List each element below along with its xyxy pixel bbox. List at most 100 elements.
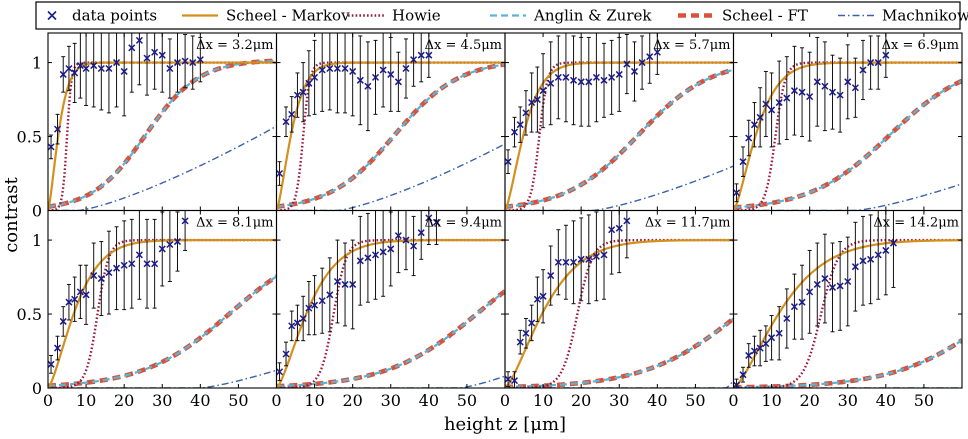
x-tick-label: 50 xyxy=(914,391,934,410)
data-point xyxy=(425,32,433,78)
data-point xyxy=(775,60,783,145)
x-tick-label: 40 xyxy=(876,391,896,410)
data-points xyxy=(276,32,433,186)
data-point xyxy=(768,315,776,361)
panel-label: Δx = 8.1μm xyxy=(196,216,273,231)
data-point xyxy=(65,283,73,321)
data-point xyxy=(371,39,380,115)
data-point xyxy=(341,242,349,327)
y-tick-label: 0 xyxy=(32,379,42,398)
data-point xyxy=(196,36,204,83)
data-point xyxy=(113,32,121,108)
data-point xyxy=(528,72,536,133)
data-point xyxy=(82,264,90,325)
data-point xyxy=(299,62,307,123)
data-point xyxy=(745,119,753,157)
panel-label: Δx = 11.7μm xyxy=(645,216,731,231)
data-point xyxy=(71,42,79,104)
x-tick-label: 0 xyxy=(271,391,281,410)
data-point xyxy=(844,236,852,327)
data-point xyxy=(105,230,113,315)
data-point xyxy=(844,44,852,120)
data-point xyxy=(282,106,290,138)
data-point xyxy=(417,32,425,83)
x-tick-label: 10 xyxy=(533,391,553,410)
curve-anglin xyxy=(733,339,962,388)
data-points xyxy=(504,32,661,175)
data-point xyxy=(318,267,326,334)
y-tick-label: 1 xyxy=(32,54,42,73)
curve-howie xyxy=(48,238,277,388)
x-tick-label: 0 xyxy=(728,391,738,410)
curve-machnik xyxy=(276,143,505,211)
data-point xyxy=(47,134,55,160)
data-point xyxy=(516,329,524,355)
data-point xyxy=(859,215,867,306)
data-point xyxy=(533,66,541,133)
data-point xyxy=(836,241,844,331)
data-point xyxy=(756,87,764,148)
x-tick-label: 40 xyxy=(190,391,210,410)
data-point xyxy=(600,42,608,118)
data-point xyxy=(318,32,326,112)
data-points xyxy=(276,210,440,382)
panel-label: Δx = 9.4μm xyxy=(425,216,502,231)
data-point xyxy=(402,38,410,99)
data-points xyxy=(504,210,631,389)
data-point xyxy=(762,325,770,362)
data-points xyxy=(733,210,897,389)
x-tick-label: 50 xyxy=(228,391,248,410)
data-point xyxy=(547,41,555,126)
data-point xyxy=(821,233,829,324)
panel-5: Δx = 8.1μm 0 10 20 30 40 50 0 0.5 1 xyxy=(17,209,278,410)
data-point xyxy=(128,218,136,309)
data-point xyxy=(173,211,182,272)
data-point xyxy=(410,32,418,87)
data-point xyxy=(733,378,741,389)
data-point xyxy=(53,335,62,361)
x-tick-label: 40 xyxy=(647,391,667,410)
data-point xyxy=(47,354,55,374)
data-point xyxy=(585,214,593,305)
data-point xyxy=(120,220,128,311)
data-point xyxy=(364,212,372,303)
data-point xyxy=(562,32,570,123)
data-point xyxy=(59,306,67,337)
data-point xyxy=(768,72,776,148)
x-tick-label: 10 xyxy=(304,391,324,410)
data-point xyxy=(783,288,791,349)
x-tick-label: 20 xyxy=(799,391,819,410)
legend-entry-anglin: Anglin & Zurek xyxy=(490,7,652,25)
data-point xyxy=(166,210,174,282)
data-point xyxy=(105,32,113,114)
data-point xyxy=(305,281,313,336)
y-tick-label: 0 xyxy=(32,202,42,221)
data-point xyxy=(608,210,616,275)
legend-entry-markov: Scheel - Markov xyxy=(182,7,350,25)
data-point xyxy=(379,210,387,297)
data-point xyxy=(790,273,798,340)
x-tick-label: 20 xyxy=(114,391,134,410)
data-point xyxy=(71,276,79,322)
x-tick-label: 20 xyxy=(571,391,591,410)
data-point xyxy=(539,269,547,324)
data-point xyxy=(570,35,578,126)
data-point xyxy=(623,210,631,259)
panels: Δx = 3.2μm 0 0.5 1 Δx = 4.5μm Δx = 5.7μm Δx = … xyxy=(17,32,963,410)
panel-2: Δx = 4.5μm xyxy=(275,32,506,212)
data-point xyxy=(299,295,307,342)
data-point xyxy=(371,210,380,300)
curve-anglin xyxy=(733,79,962,209)
data-points xyxy=(733,32,890,203)
curve-anglin xyxy=(276,63,505,208)
data-point xyxy=(615,36,623,112)
x-tick-label: 10 xyxy=(761,391,781,410)
data-point xyxy=(762,70,770,138)
data-point xyxy=(739,366,747,383)
curve-anglin xyxy=(505,317,734,388)
panel-1: Δx = 3.2μm 0 0.5 1 xyxy=(17,32,278,221)
curve-machnik xyxy=(733,183,962,211)
curve-machnik xyxy=(48,369,277,388)
data-point xyxy=(630,41,639,102)
data-point xyxy=(638,35,646,90)
